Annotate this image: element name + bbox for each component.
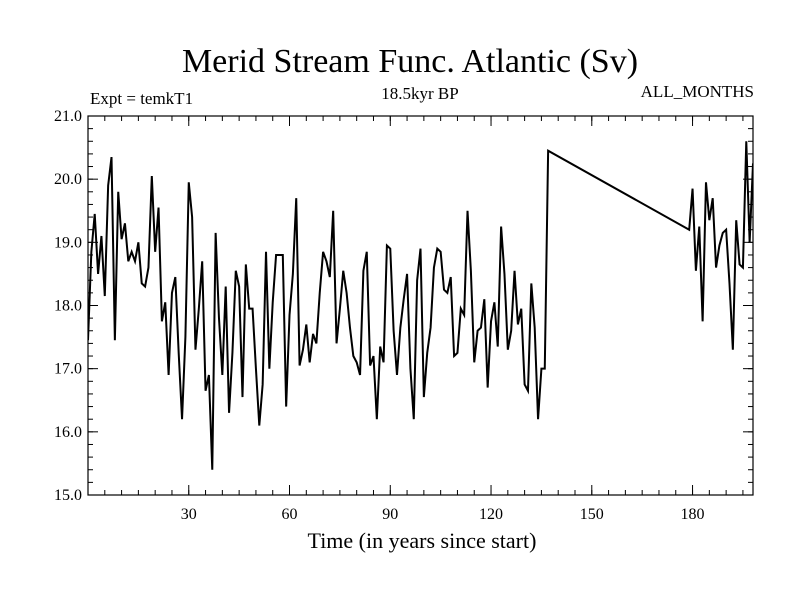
- y-tick-label: 17.0: [54, 361, 82, 378]
- x-axis-label: Time (in years since start): [308, 528, 537, 553]
- plot-frame: [87, 115, 754, 496]
- x-tick-label: 150: [580, 506, 604, 523]
- x-tick-label: 90: [382, 506, 398, 523]
- x-tick-label: 60: [282, 506, 298, 523]
- series-layer: [88, 141, 753, 470]
- y-tick-label: 20.0: [54, 171, 82, 188]
- y-tick-label: 18.0: [54, 298, 82, 315]
- y-tick-label: 21.0: [54, 108, 82, 125]
- chart-subtitle-center: 18.5kyr BP: [381, 84, 458, 103]
- chart-subtitle-right: ALL_MONTHS: [641, 82, 754, 101]
- chart-subtitle-left: Expt = temkT1: [90, 89, 193, 108]
- y-tick-label: 15.0: [54, 487, 82, 504]
- x-tick-label: 180: [681, 506, 705, 523]
- y-tick-label: 16.0: [54, 424, 82, 441]
- chart-title: Merid Stream Func. Atlantic (Sv): [182, 43, 638, 80]
- axis-tick-labels: 30 60 90 120 150 180 15.0 16.0 17.0 18.0 19.0 20.0 2…: [54, 108, 705, 523]
- series-line: [88, 141, 753, 470]
- x-tick-label: 120: [479, 506, 503, 523]
- y-tick-label: 19.0: [54, 234, 82, 251]
- x-tick-label: 30: [181, 506, 197, 523]
- axis-ticks: [88, 115, 753, 496]
